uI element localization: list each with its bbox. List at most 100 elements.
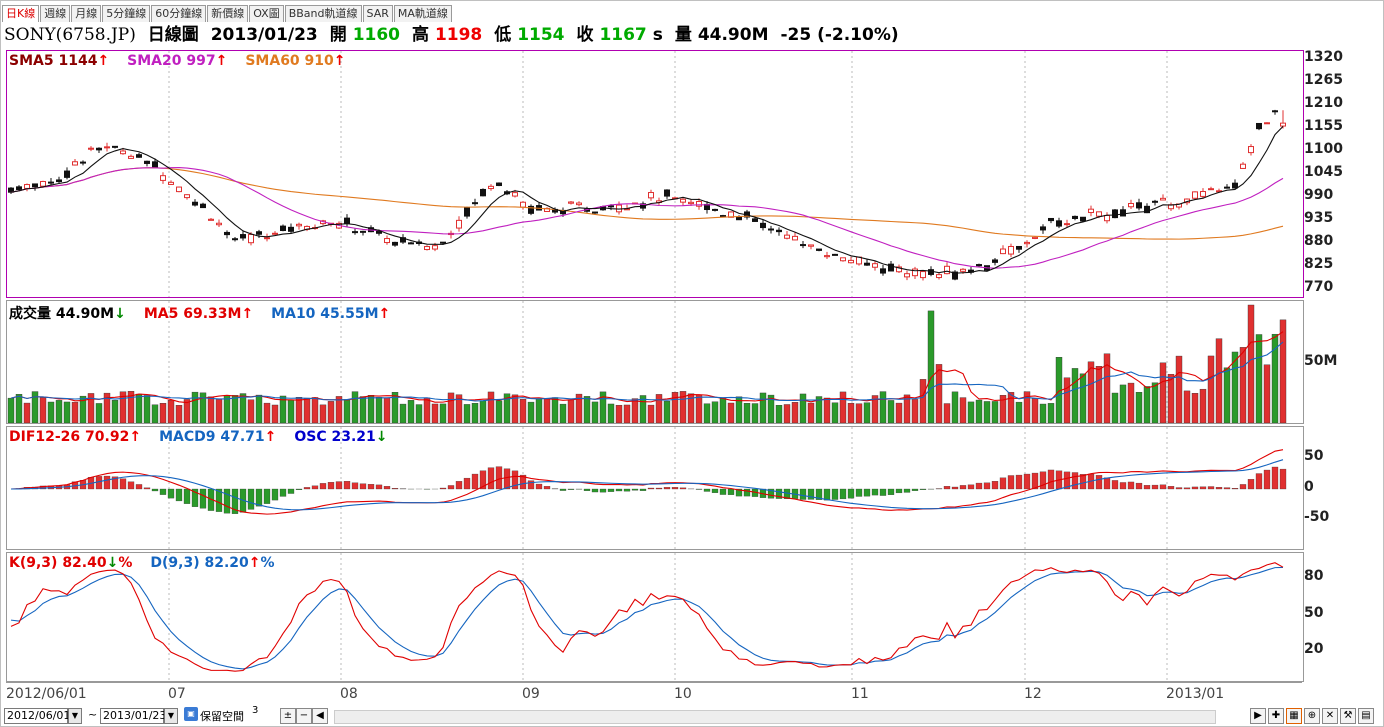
osc-bar bbox=[967, 484, 975, 490]
osc-bar bbox=[975, 482, 983, 490]
candle-body bbox=[1232, 182, 1238, 189]
ruler-icon[interactable]: ⚒ bbox=[1340, 708, 1356, 724]
expand-icon[interactable]: ✕ bbox=[1322, 708, 1338, 724]
price-panel[interactable]: SMA5 1144↑ SMA20 997↑ SMA60 910↑ bbox=[6, 50, 1304, 298]
crosshair-icon[interactable]: ✚ bbox=[1268, 708, 1284, 724]
candle-body bbox=[800, 244, 806, 247]
zoom-out-icon[interactable]: − bbox=[296, 708, 312, 724]
candle-body bbox=[496, 182, 502, 187]
end-date-field[interactable]: 2013/01/23 bbox=[100, 708, 166, 724]
candle-body bbox=[576, 202, 582, 206]
zoom-in-icon[interactable]: ± bbox=[280, 708, 296, 724]
volume-bar bbox=[143, 395, 151, 423]
candle-body bbox=[232, 238, 238, 241]
volume-bar bbox=[15, 394, 23, 423]
y-tick-label: 770 bbox=[1304, 278, 1334, 295]
candle-body bbox=[1152, 200, 1158, 203]
tab-8[interactable]: SAR bbox=[362, 5, 393, 22]
draw-icon[interactable]: ▤ bbox=[1358, 708, 1374, 724]
osc-bar bbox=[223, 488, 231, 514]
candle-body bbox=[1136, 202, 1142, 209]
macd-legend: DIF12-26 70.92↑ MACD9 47.71↑ OSC 23.21↓ bbox=[9, 429, 406, 445]
osc-bar bbox=[855, 488, 863, 497]
volume-bar bbox=[1223, 367, 1231, 423]
volume-bar bbox=[1143, 386, 1151, 423]
osc-bar bbox=[527, 480, 535, 490]
osc-bar bbox=[615, 488, 623, 492]
volume-bar bbox=[1103, 353, 1111, 423]
candle-body bbox=[944, 265, 950, 275]
osc-bar bbox=[879, 488, 887, 496]
tab-1[interactable]: 週線 bbox=[40, 5, 71, 22]
candle-body bbox=[48, 181, 54, 184]
volume-bar bbox=[1095, 366, 1103, 423]
volume-bar bbox=[815, 396, 823, 423]
close-value: 1167 bbox=[599, 25, 647, 45]
macd-panel[interactable]: DIF12-26 70.92↑ MACD9 47.71↑ OSC 23.21↓ bbox=[6, 426, 1304, 550]
candle-body bbox=[832, 253, 838, 256]
kd-panel[interactable]: K(9,3) 82.40↓% D(9,3) 82.20↑% bbox=[6, 552, 1304, 682]
start-date-dropdown[interactable]: ▼ bbox=[68, 708, 82, 724]
osc-bar bbox=[903, 488, 911, 493]
candle-body bbox=[1024, 241, 1030, 245]
volume-bar bbox=[71, 401, 79, 423]
candle-body bbox=[696, 200, 702, 207]
tab-7[interactable]: BBand軌道線 bbox=[284, 5, 362, 22]
tab-5[interactable]: 新價線 bbox=[207, 5, 249, 22]
volume-bar bbox=[367, 395, 375, 423]
tab-6[interactable]: OX圖 bbox=[249, 5, 284, 22]
volume-bar bbox=[1071, 368, 1079, 423]
end-date-dropdown[interactable]: ▼ bbox=[164, 708, 178, 724]
candle-body bbox=[152, 161, 158, 169]
volume-bar bbox=[967, 401, 975, 423]
scrollbar-track[interactable] bbox=[334, 710, 1216, 724]
arrow-up-icon: ↑ bbox=[333, 53, 346, 69]
keep-space-icon[interactable]: ▣ bbox=[184, 707, 198, 721]
volume-bar bbox=[407, 400, 415, 423]
volume-bar bbox=[343, 399, 351, 423]
volume-panel[interactable]: 成交量 44.90M↓ MA5 69.33M↑ MA10 45.55M↑ bbox=[6, 300, 1304, 424]
candle-body bbox=[224, 231, 230, 236]
candle-body bbox=[208, 218, 214, 221]
period-tabs: 日K線 週線 月線 5分鐘線 60分鐘線 新價線 OX圖 BBand軌道線 SAR MA軌道線 bbox=[2, 5, 453, 23]
scroll-right-icon[interactable]: ▶ bbox=[1250, 708, 1266, 724]
osc-bar bbox=[335, 481, 343, 490]
start-date-field[interactable]: 2012/06/01 bbox=[4, 708, 70, 724]
osc-bar bbox=[279, 488, 287, 497]
candle-body bbox=[256, 231, 262, 235]
candle-body bbox=[1016, 245, 1022, 250]
osc-bar bbox=[303, 487, 311, 490]
settings-icon[interactable]: ▦ bbox=[1286, 708, 1302, 724]
tab-0[interactable]: 日K線 bbox=[2, 5, 40, 22]
volume-bar bbox=[1015, 401, 1023, 423]
osc-bar bbox=[1263, 469, 1271, 490]
volume-bar bbox=[39, 397, 47, 423]
tab-4[interactable]: 60分鐘線 bbox=[151, 5, 207, 22]
volume-bar bbox=[359, 396, 367, 423]
candle-body bbox=[464, 207, 470, 217]
candle-body bbox=[1080, 216, 1086, 222]
osc-bar bbox=[495, 466, 503, 490]
scroll-left-icon[interactable]: ◀ bbox=[312, 708, 328, 724]
osc-bar bbox=[1191, 486, 1199, 490]
tab-9[interactable]: MA軌道線 bbox=[393, 5, 452, 22]
tab-3[interactable]: 5分鐘線 bbox=[102, 5, 151, 22]
osc-bar bbox=[287, 488, 295, 494]
keep-space-value[interactable]: 3 bbox=[252, 705, 259, 716]
candle-body bbox=[8, 187, 14, 193]
volume-bar bbox=[311, 397, 319, 423]
volume-legend: 成交量 44.90M↓ MA5 69.33M↑ MA10 45.55M↑ bbox=[9, 303, 408, 323]
volume-bar bbox=[559, 403, 567, 423]
volume-bar bbox=[1183, 390, 1191, 423]
legend-item-1: MACD9 47.71↑ bbox=[159, 429, 277, 445]
candle-body bbox=[592, 211, 598, 214]
osc-bar bbox=[535, 483, 543, 490]
y-tick-label: 990 bbox=[1304, 186, 1334, 203]
lock-icon[interactable]: ⊕ bbox=[1304, 708, 1320, 724]
candle-body bbox=[16, 186, 22, 190]
osc-bar bbox=[1151, 484, 1159, 490]
tab-2[interactable]: 月線 bbox=[71, 5, 102, 22]
osc-bar bbox=[1183, 487, 1191, 490]
osc-bar bbox=[1119, 482, 1127, 490]
volume-bar bbox=[495, 400, 503, 423]
